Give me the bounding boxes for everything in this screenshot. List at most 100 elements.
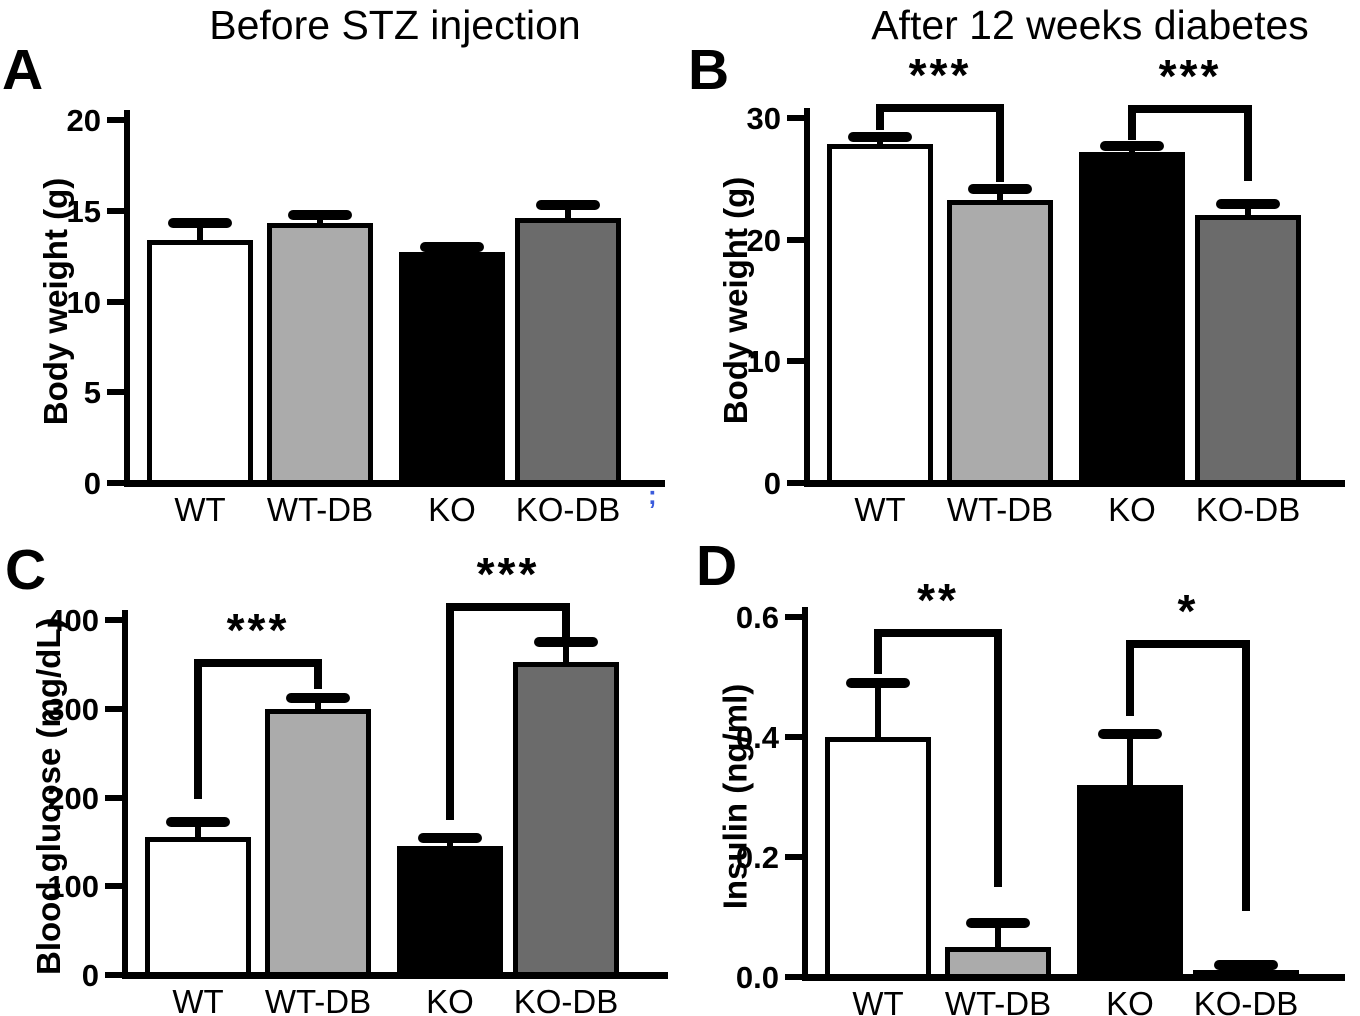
x-axis-line bbox=[804, 480, 1345, 487]
significance-bracket-top bbox=[874, 629, 1002, 638]
error-bar-cap bbox=[168, 218, 232, 229]
x-category-label: WT bbox=[172, 983, 224, 1016]
x-category-label: KO-DB bbox=[513, 983, 619, 1016]
significance-bracket-left-drop bbox=[446, 602, 454, 820]
panel-letter-c: C bbox=[5, 538, 47, 602]
y-tick bbox=[105, 794, 122, 801]
y-tick bbox=[785, 854, 802, 860]
y-tick bbox=[105, 972, 122, 978]
x-category-label: KO-DB bbox=[1193, 985, 1299, 1016]
column-title-before-stz: Before STZ injection bbox=[209, 2, 581, 48]
y-tick bbox=[787, 480, 804, 486]
bar-KO bbox=[1077, 785, 1183, 979]
plot-area-a: 0 5 10 15 20 WT WT-DB KO KO-DB bbox=[0, 0, 680, 526]
y-axis-line bbox=[804, 108, 810, 486]
significance-bracket-right-drop bbox=[994, 629, 1002, 887]
y-tick-label: 10 bbox=[746, 344, 781, 380]
bar-WT-DB bbox=[945, 947, 1051, 979]
y-tick-label: 30 bbox=[746, 101, 781, 136]
column-title-after-diabetes: After 12 weeks diabetes bbox=[871, 2, 1309, 48]
y-tick bbox=[785, 614, 802, 620]
x-category-label: WT-DB bbox=[944, 985, 1052, 1016]
significance-stars: *** bbox=[1158, 50, 1222, 103]
x-category-label: KO-DB bbox=[1195, 491, 1301, 528]
plot-area-c: 0 100 200 300 400 WT WT-DB KO KO-DB *** *** bbox=[0, 510, 680, 1016]
error-bar-stem bbox=[563, 642, 569, 664]
y-tick bbox=[105, 883, 122, 890]
significance-bracket-left-drop bbox=[1128, 105, 1136, 140]
bar-WT bbox=[147, 239, 253, 485]
error-bar-cap bbox=[848, 132, 912, 143]
significance-bracket-top bbox=[446, 602, 570, 611]
x-axis-line bbox=[802, 974, 1345, 981]
bar-KO bbox=[397, 846, 503, 977]
significance-stars: *** bbox=[908, 49, 972, 102]
error-bar-stem bbox=[565, 205, 571, 220]
y-tick-label: 0 bbox=[763, 466, 781, 501]
significance-bracket-right-drop bbox=[996, 104, 1004, 183]
y-tick-label: 0.6 bbox=[735, 600, 779, 635]
significance-bracket-left-drop bbox=[876, 104, 884, 131]
x-category-label: KO bbox=[1108, 491, 1156, 528]
y-tick bbox=[107, 389, 124, 396]
error-bar-cap bbox=[846, 678, 910, 688]
significance-stars: *** bbox=[226, 603, 290, 656]
plot-area-b: 0 10 20 30 WT WT-DB KO KO-DB *** *** bbox=[680, 0, 1360, 526]
y-axis-line bbox=[122, 610, 128, 978]
error-bar-cap bbox=[536, 200, 600, 211]
x-axis-line bbox=[124, 480, 665, 487]
bar-KO-DB bbox=[513, 661, 619, 977]
panel-a: A Body weight (g) 0 5 10 15 20 WT WT-DB KO KO-DB… bbox=[0, 0, 680, 526]
y-tick bbox=[105, 705, 122, 712]
y-tick-label: 20 bbox=[746, 222, 781, 258]
error-bar-stem bbox=[317, 215, 323, 226]
y-tick bbox=[787, 236, 804, 243]
error-bar-cap bbox=[418, 833, 482, 844]
y-tick-label: 20 bbox=[66, 103, 101, 138]
y-tick-label: 0.4 bbox=[735, 720, 779, 755]
stray-mark: ; bbox=[648, 480, 657, 510]
y-tick-label: 300 bbox=[47, 691, 99, 727]
error-bar-cap bbox=[1098, 729, 1162, 739]
error-bar-stem bbox=[197, 223, 203, 242]
error-bar-cap bbox=[166, 817, 230, 828]
x-category-label: KO-DB bbox=[515, 491, 621, 528]
significance-bracket-right-drop bbox=[1244, 105, 1252, 182]
x-category-label: KO bbox=[1106, 985, 1154, 1016]
error-bar-stem bbox=[1127, 734, 1133, 787]
significance-stars: * bbox=[1177, 585, 1199, 637]
y-tick bbox=[105, 617, 122, 623]
significance-bracket-left-drop bbox=[1126, 640, 1134, 716]
bar-WT-DB bbox=[267, 223, 373, 485]
bar-KO bbox=[399, 252, 505, 485]
bar-WT-DB bbox=[265, 708, 371, 977]
significance-bracket-right-drop bbox=[562, 602, 570, 638]
panel-d: D Insulin (ng/ml) 0.0 0.2 0.4 0.6 WT WT-DB KO K… bbox=[680, 510, 1360, 1016]
error-bar-stem bbox=[447, 838, 453, 849]
y-tick-label: 0.0 bbox=[735, 960, 779, 995]
significance-stars: *** bbox=[476, 547, 540, 600]
error-bar-cap bbox=[420, 242, 484, 253]
x-category-label: WT-DB bbox=[266, 491, 374, 528]
error-bar-cap bbox=[286, 693, 350, 704]
significance-stars: ** bbox=[917, 574, 959, 627]
panel-b: B Body weight (g) 0 10 20 30 WT WT-DB KO KO-DB *… bbox=[680, 0, 1360, 526]
y-tick bbox=[785, 974, 802, 980]
panel-letter-b: B bbox=[688, 38, 730, 102]
y-tick-label: 0 bbox=[83, 466, 101, 501]
bar-WT bbox=[827, 143, 933, 485]
significance-bracket-top bbox=[194, 658, 322, 667]
error-bar-cap bbox=[968, 183, 1032, 194]
plot-area-d: 0.0 0.2 0.4 0.6 WT WT-DB KO KO-DB ** * bbox=[680, 510, 1360, 1016]
x-category-label: WT-DB bbox=[264, 983, 372, 1016]
bar-KO-DB bbox=[1195, 215, 1301, 485]
bar-WT-DB bbox=[947, 199, 1053, 485]
error-bar-stem bbox=[1245, 204, 1251, 218]
y-axis-line bbox=[124, 110, 130, 486]
error-bar-cap bbox=[288, 210, 352, 221]
y-tick bbox=[107, 480, 124, 486]
x-category-label: KO bbox=[426, 983, 474, 1016]
x-category-label: WT bbox=[854, 491, 906, 528]
x-category-label: KO bbox=[428, 491, 476, 528]
